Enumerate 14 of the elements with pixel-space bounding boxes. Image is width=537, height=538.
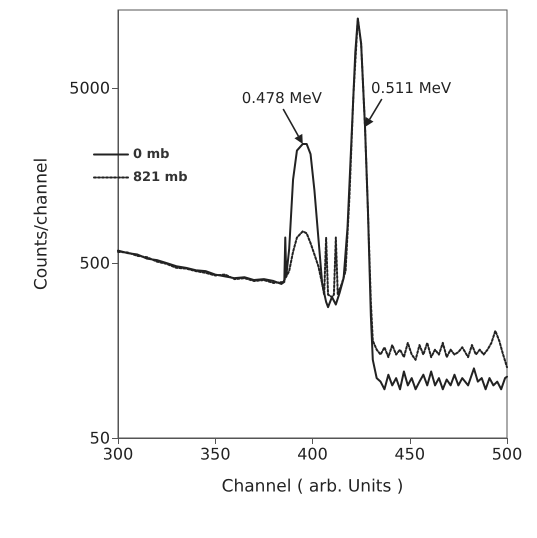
x-tick-label: 350 — [200, 444, 231, 464]
x-tick-label: 500 — [492, 444, 522, 464]
x-tick-label: 450 — [394, 444, 426, 464]
x-tick-label: 400 — [297, 444, 328, 464]
y-axis-title: Counts/channel — [32, 158, 52, 290]
annotation: 0.511 MeV — [371, 79, 452, 98]
legend-label: 0 mb — [133, 147, 170, 162]
annotation: 0.478 MeV — [242, 88, 323, 107]
y-tick-label: 50 — [90, 428, 110, 448]
y-tick-label: 500 — [79, 254, 110, 273]
x-axis-title: Channel ( arb. Units ) — [222, 476, 404, 496]
y-tick-label: 5000 — [69, 78, 110, 98]
legend-label: 821 mb — [133, 170, 188, 185]
x-tick-label: 300 — [102, 444, 134, 464]
